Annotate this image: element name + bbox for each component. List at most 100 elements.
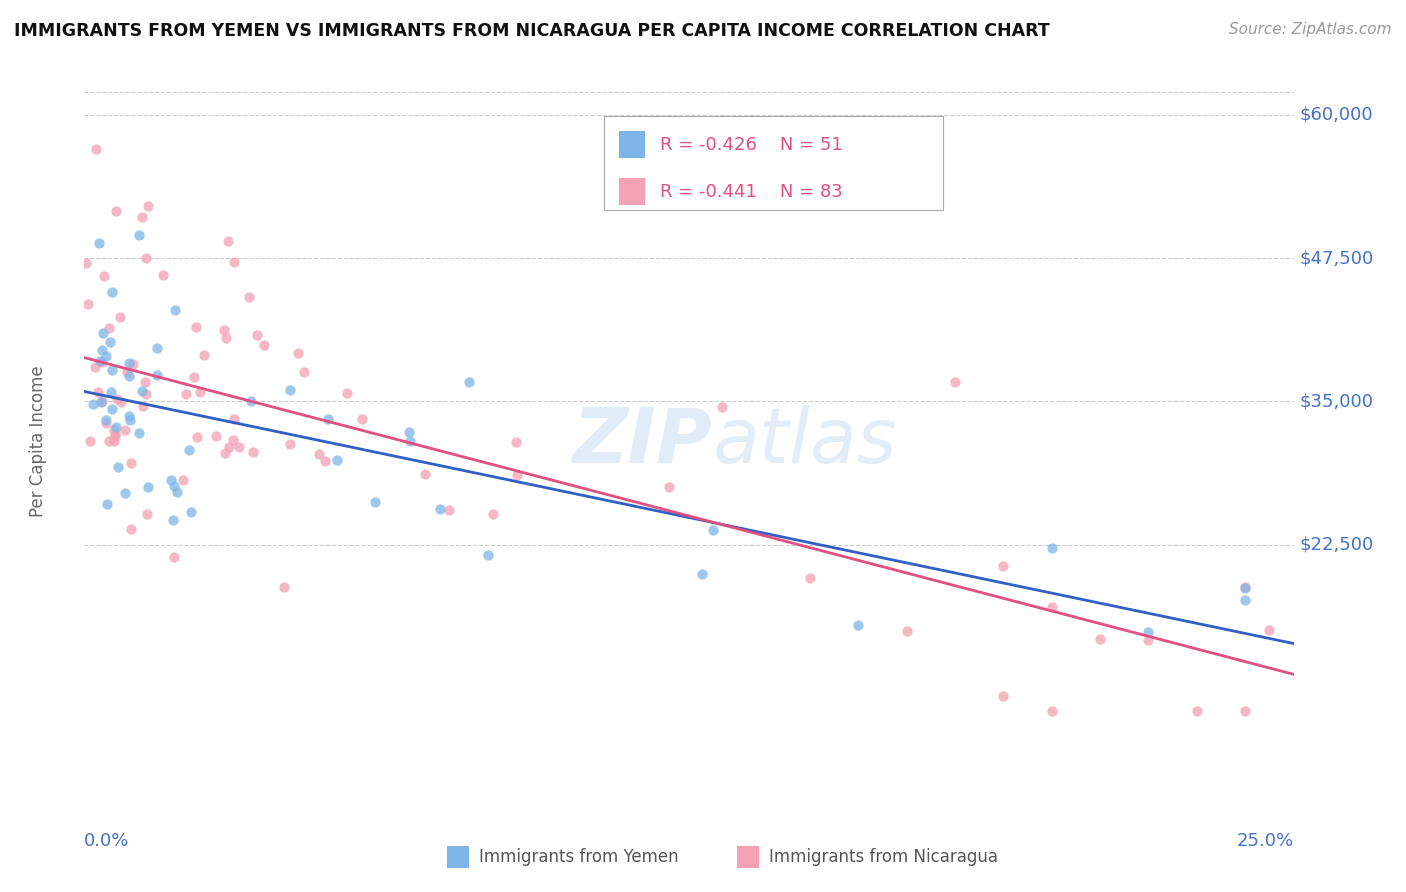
Immigrants from Nicaragua	[120, 522, 142, 536]
Immigrants from Nicaragua	[135, 251, 157, 265]
Bar	[447, 847, 468, 868]
Immigrants from Nicaragua	[273, 580, 295, 594]
Immigrants from Yemen	[163, 302, 186, 317]
Immigrants from Yemen	[118, 356, 141, 370]
Immigrants from Nicaragua	[75, 255, 97, 269]
Immigrants from Yemen	[91, 326, 114, 340]
Immigrants from Nicaragua	[121, 456, 143, 470]
Immigrants from Nicaragua	[799, 571, 821, 585]
Immigrants from Yemen	[100, 384, 122, 399]
FancyBboxPatch shape	[605, 117, 943, 211]
Immigrants from Nicaragua	[110, 395, 132, 409]
Immigrants from Nicaragua	[278, 437, 301, 451]
Immigrants from Nicaragua	[222, 433, 245, 447]
Immigrants from Nicaragua	[172, 474, 194, 488]
Immigrants from Nicaragua	[152, 268, 174, 283]
Immigrants from Yemen	[96, 497, 118, 511]
Immigrants from Nicaragua	[90, 394, 112, 409]
Text: Immigrants from Yemen: Immigrants from Yemen	[478, 848, 678, 866]
Immigrants from Nicaragua	[135, 387, 157, 401]
Immigrants from Nicaragua	[205, 429, 228, 443]
Immigrants from Yemen	[477, 549, 499, 563]
Immigrants from Yemen	[96, 349, 118, 363]
Immigrants from Nicaragua	[214, 446, 236, 460]
Immigrants from Yemen	[89, 353, 111, 368]
Immigrants from Nicaragua	[505, 435, 527, 450]
Bar	[737, 847, 759, 868]
Text: $47,500: $47,500	[1299, 249, 1374, 267]
Immigrants from Nicaragua	[1234, 704, 1257, 718]
Immigrants from Nicaragua	[217, 234, 239, 248]
Immigrants from Nicaragua	[1234, 580, 1257, 594]
Immigrants from Nicaragua	[91, 355, 114, 369]
Immigrants from Nicaragua	[218, 440, 240, 454]
Immigrants from Yemen	[114, 485, 136, 500]
Immigrants from Nicaragua	[183, 369, 205, 384]
Immigrants from Nicaragua	[134, 375, 156, 389]
Immigrants from Nicaragua	[308, 447, 330, 461]
Immigrants from Nicaragua	[238, 290, 260, 304]
Immigrants from Yemen	[457, 375, 479, 389]
Text: $35,000: $35,000	[1299, 392, 1374, 410]
Immigrants from Yemen	[98, 334, 121, 349]
Immigrants from Yemen	[105, 420, 128, 434]
Immigrants from Yemen	[118, 409, 141, 424]
Immigrants from Nicaragua	[104, 429, 127, 443]
Immigrants from Nicaragua	[1040, 599, 1063, 614]
Immigrants from Nicaragua	[93, 268, 115, 283]
Immigrants from Yemen	[136, 480, 159, 494]
Immigrants from Nicaragua	[212, 323, 235, 337]
Immigrants from Yemen	[278, 383, 301, 397]
Immigrants from Nicaragua	[336, 386, 359, 401]
Immigrants from Nicaragua	[193, 348, 215, 362]
Immigrants from Nicaragua	[1185, 704, 1208, 718]
Immigrants from Nicaragua	[413, 467, 436, 481]
Immigrants from Yemen	[163, 479, 186, 493]
Immigrants from Nicaragua	[104, 427, 127, 442]
Immigrants from Yemen	[398, 425, 420, 439]
Immigrants from Yemen	[162, 513, 184, 527]
Immigrants from Nicaragua	[98, 434, 121, 448]
Immigrants from Yemen	[690, 567, 713, 582]
Immigrants from Nicaragua	[103, 423, 125, 437]
Immigrants from Yemen	[318, 412, 340, 426]
Immigrants from Yemen	[146, 368, 169, 382]
Text: atlas: atlas	[713, 405, 897, 478]
Immigrants from Yemen	[128, 425, 150, 440]
Immigrants from Nicaragua	[131, 211, 153, 225]
Text: IMMIGRANTS FROM YEMEN VS IMMIGRANTS FROM NICARAGUA PER CAPITA INCOME CORRELATION: IMMIGRANTS FROM YEMEN VS IMMIGRANTS FROM…	[14, 22, 1050, 40]
Immigrants from Nicaragua	[184, 319, 207, 334]
Immigrants from Nicaragua	[163, 550, 186, 565]
Immigrants from Yemen	[82, 396, 104, 410]
Text: Source: ZipAtlas.com: Source: ZipAtlas.com	[1229, 22, 1392, 37]
Immigrants from Nicaragua	[253, 338, 276, 352]
Immigrants from Yemen	[1137, 624, 1160, 639]
Immigrants from Yemen	[364, 495, 387, 509]
Immigrants from Nicaragua	[186, 430, 208, 444]
Text: R = -0.441    N = 83: R = -0.441 N = 83	[659, 183, 842, 201]
Immigrants from Yemen	[118, 368, 141, 383]
Immigrants from Nicaragua	[83, 360, 105, 375]
Immigrants from Yemen	[101, 285, 124, 300]
Immigrants from Yemen	[177, 442, 200, 457]
Immigrants from Nicaragua	[76, 297, 98, 311]
Immigrants from Yemen	[101, 402, 124, 417]
Text: Immigrants from Nicaragua: Immigrants from Nicaragua	[769, 848, 998, 866]
Immigrants from Nicaragua	[287, 346, 309, 360]
Immigrants from Yemen	[1234, 593, 1257, 607]
Immigrants from Yemen	[107, 460, 129, 475]
Immigrants from Nicaragua	[105, 204, 128, 219]
Immigrants from Yemen	[702, 523, 724, 537]
Text: R = -0.426    N = 51: R = -0.426 N = 51	[659, 136, 842, 153]
Text: 0.0%: 0.0%	[84, 831, 129, 850]
Immigrants from Nicaragua	[711, 400, 734, 414]
Immigrants from Nicaragua	[1088, 632, 1111, 647]
Bar	[619, 178, 645, 205]
Immigrants from Nicaragua	[188, 385, 211, 400]
Immigrants from Nicaragua	[314, 453, 336, 467]
Immigrants from Yemen	[1040, 541, 1063, 555]
Immigrants from Yemen	[89, 236, 111, 251]
Immigrants from Yemen	[128, 228, 150, 243]
Immigrants from Nicaragua	[352, 411, 374, 425]
Immigrants from Nicaragua	[1137, 633, 1160, 648]
